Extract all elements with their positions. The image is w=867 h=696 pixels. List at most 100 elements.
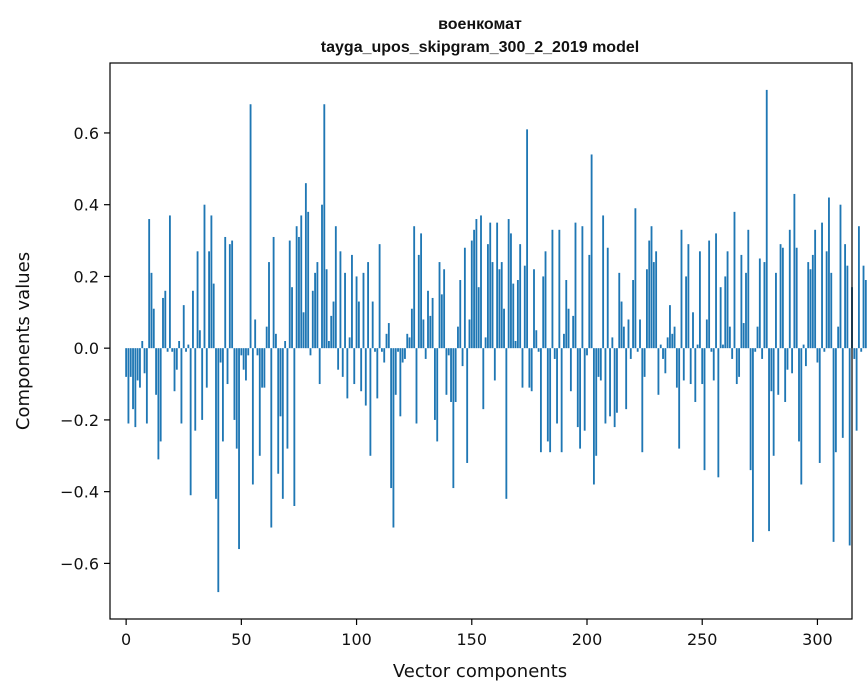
bar-292: [798, 348, 800, 442]
bar-109: [376, 348, 379, 399]
bar-8: [143, 348, 146, 374]
bar-254: [710, 348, 713, 352]
bar-5: [136, 348, 139, 381]
bar-200: [586, 348, 588, 356]
bar-57: [256, 348, 259, 356]
bar-294: [802, 344, 805, 349]
bar-174: [526, 129, 529, 349]
bar-278: [765, 89, 768, 349]
bar-49: [238, 348, 240, 550]
x-tick-label: 100: [341, 630, 372, 649]
bar-84: [318, 348, 321, 385]
bar-187: [556, 348, 558, 424]
bar-243: [685, 276, 688, 349]
bar-237: [671, 333, 674, 349]
bar-291: [795, 247, 798, 349]
bar-71: [288, 240, 291, 349]
bar-221: [634, 208, 637, 349]
bar-249: [698, 251, 701, 349]
bar-309: [837, 326, 840, 349]
bar-265: [735, 348, 738, 385]
bar-247: [694, 348, 697, 402]
bar-132: [429, 315, 432, 349]
bar-212: [613, 348, 616, 428]
bar-164: [503, 308, 505, 349]
bar-162: [498, 269, 501, 349]
bar-37: [210, 215, 213, 349]
bar-171: [519, 244, 522, 349]
bar-153: [477, 287, 480, 349]
bar-157: [486, 244, 489, 349]
bar-304: [825, 251, 828, 349]
bar-76: [300, 215, 303, 349]
bar-70: [286, 348, 289, 449]
bar-270: [747, 229, 750, 349]
bar-141: [450, 348, 452, 402]
bar-45: [228, 244, 231, 349]
bar-111: [380, 348, 383, 352]
bar-75: [298, 236, 300, 349]
bar-13: [155, 348, 158, 395]
bar-275: [758, 258, 761, 349]
bar-78: [304, 183, 307, 349]
bar-242: [682, 348, 685, 381]
bar-222: [636, 348, 639, 352]
bar-38: [212, 283, 215, 349]
bar-302: [821, 222, 823, 349]
bar-73: [293, 348, 296, 506]
bar-178: [535, 330, 538, 349]
y-axis-label: Components values: [13, 252, 34, 430]
bar-9: [145, 348, 148, 424]
bar-227: [648, 240, 651, 349]
bar-61: [265, 326, 268, 349]
bar-19: [168, 215, 171, 349]
bar-134: [433, 348, 436, 420]
bar-236: [669, 305, 671, 349]
bar-207: [602, 215, 605, 349]
bar-283: [777, 348, 780, 395]
bar-183: [546, 348, 549, 442]
bar-170: [516, 280, 519, 349]
bar-169: [514, 341, 517, 349]
bar-94: [341, 348, 344, 377]
bar-39: [215, 348, 217, 499]
bar-228: [650, 226, 653, 349]
bar-184: [549, 348, 552, 453]
bar-279: [768, 348, 770, 532]
bar-87: [325, 269, 328, 349]
plot-area-frame: [109, 62, 853, 620]
bar-130: [424, 348, 427, 359]
bar-210: [609, 348, 611, 417]
bar-301: [818, 348, 821, 463]
bar-246: [692, 312, 694, 349]
bar-91: [334, 226, 337, 349]
bar-218: [627, 319, 630, 349]
bar-216: [622, 326, 625, 349]
bar-27: [187, 344, 190, 349]
bar-53: [247, 348, 250, 356]
bar-69: [284, 341, 287, 349]
bar-28: [189, 348, 192, 496]
bar-276: [761, 348, 764, 359]
bar-151: [473, 229, 476, 349]
bar-16: [162, 297, 164, 349]
bar-289: [791, 348, 794, 374]
bar-320: [862, 265, 865, 349]
bar-41: [219, 348, 222, 363]
bar-186: [553, 348, 556, 359]
bar-260: [724, 276, 727, 349]
bar-173: [523, 265, 526, 349]
bar-88: [327, 341, 330, 349]
bar-124: [410, 308, 413, 349]
bar-136: [438, 262, 441, 349]
bar-161: [496, 222, 499, 349]
bar-193: [569, 348, 572, 392]
bar-196: [576, 348, 579, 428]
bar-65: [274, 333, 277, 349]
bar-190: [563, 333, 565, 349]
bar-145: [459, 280, 462, 349]
bar-66: [277, 348, 280, 474]
bar-101: [357, 301, 360, 349]
bar-59: [261, 348, 264, 388]
bar-114: [387, 323, 390, 349]
